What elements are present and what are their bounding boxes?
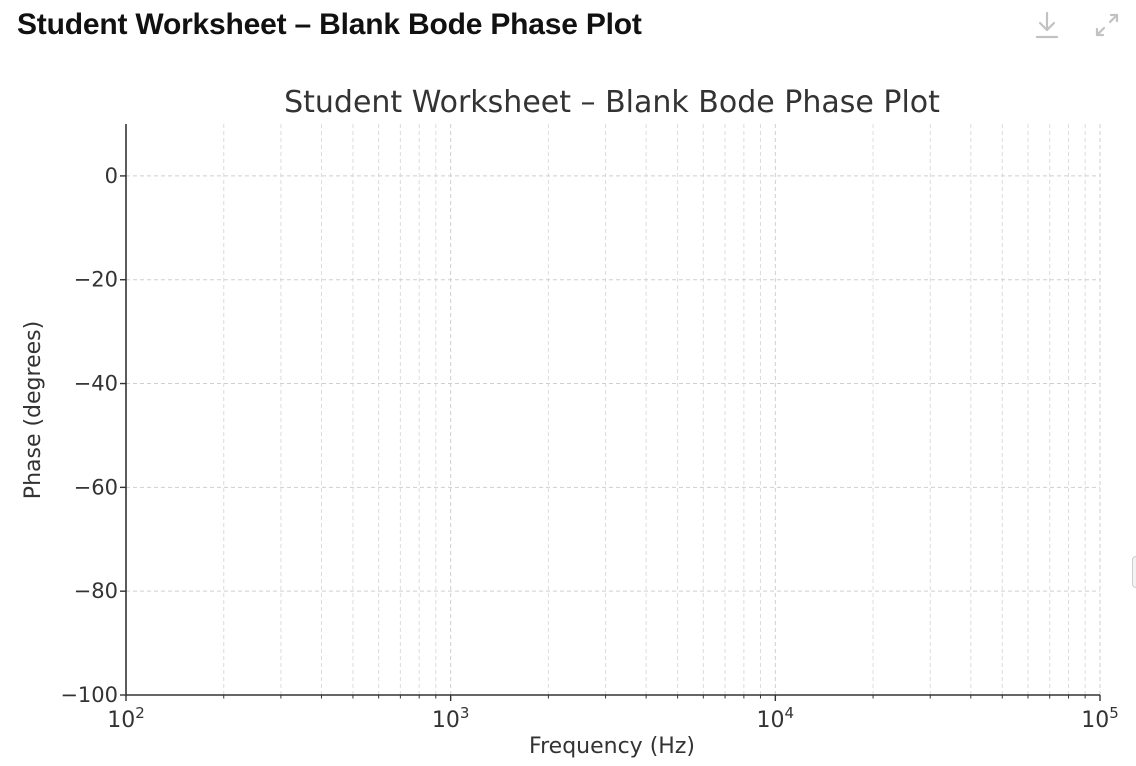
y-tick-label: −60 [74, 475, 118, 499]
grid [126, 124, 1101, 695]
x-tick-label: 102 [107, 704, 145, 733]
expand-icon [1095, 13, 1119, 37]
y-tick-label: −20 [74, 268, 118, 292]
download-button[interactable] [1030, 8, 1064, 42]
download-icon [1035, 11, 1059, 39]
x-tick-label: 104 [757, 704, 795, 733]
chart-container: 0 −20 −40 −60 −80 −100 102 103 104 105 Student Wo… [0, 60, 1136, 766]
y-tick-label: −80 [74, 579, 118, 603]
x-axis-label: Frequency (Hz) [529, 734, 695, 759]
y-tick-label: 0 [105, 164, 118, 188]
page-title: Student Worksheet – Blank Bode Phase Plo… [17, 8, 642, 41]
expand-button[interactable] [1090, 8, 1124, 42]
axes [125, 124, 1100, 696]
chart-title: Student Worksheet – Blank Bode Phase Plo… [284, 85, 940, 120]
page-header: Student Worksheet – Blank Bode Phase Plo… [0, 0, 1136, 56]
side-panel-handle[interactable] [1132, 556, 1136, 588]
y-tick-label: −40 [74, 372, 118, 396]
x-tick-label: 103 [432, 704, 470, 733]
y-axis-label: Phase (degrees) [21, 321, 46, 499]
x-tick-label: 105 [1081, 704, 1119, 733]
y-tick-label: −100 [60, 683, 118, 707]
